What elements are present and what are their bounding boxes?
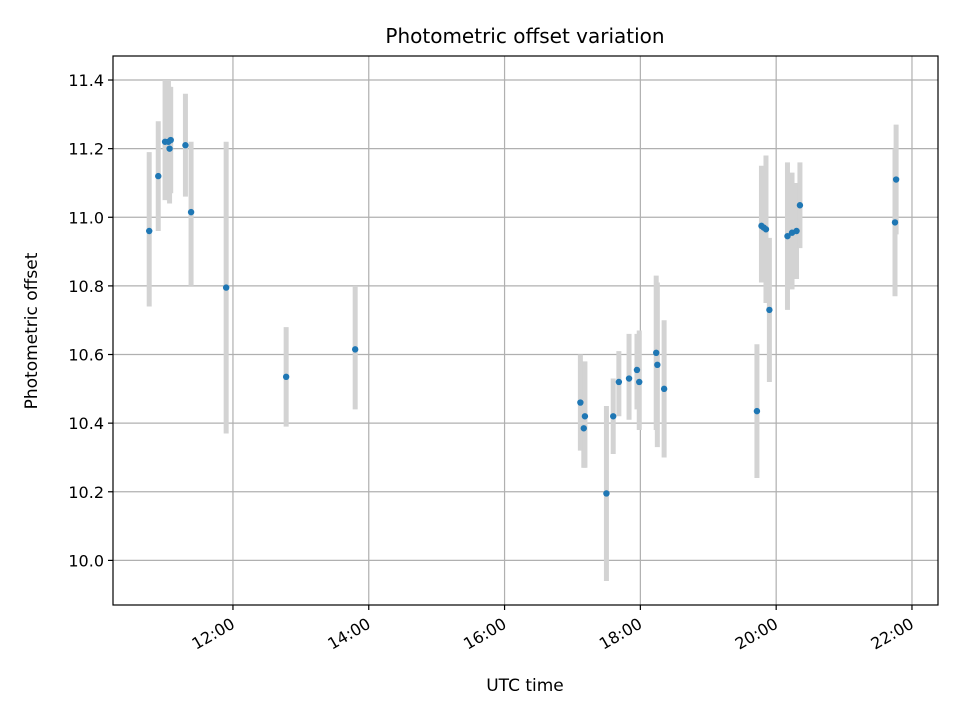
data-point xyxy=(580,425,587,432)
data-point xyxy=(660,385,668,393)
data-point xyxy=(282,373,290,381)
data-point xyxy=(753,407,761,415)
chart-title: Photometric offset variation xyxy=(385,24,664,48)
data-point xyxy=(166,145,173,152)
data-point xyxy=(610,413,617,420)
data-point xyxy=(222,284,230,291)
y-tick-label: 11.0 xyxy=(68,208,104,227)
data-point xyxy=(581,413,589,420)
data-point xyxy=(653,349,660,357)
y-axis: 10.0 10.2 10.4 10.6 10.8 11.0 11.2 11.4 xyxy=(68,71,113,570)
data-point xyxy=(633,366,641,374)
data-point xyxy=(796,202,804,209)
data-point xyxy=(654,361,661,369)
data-point xyxy=(351,346,359,353)
grid xyxy=(113,56,938,605)
x-axis-label: UTC time xyxy=(486,676,564,696)
y-tick-label: 11.4 xyxy=(68,71,104,90)
y-tick-label: 10.2 xyxy=(68,483,104,502)
data-point xyxy=(577,399,584,406)
plot-frame xyxy=(112,55,939,606)
data-point xyxy=(187,208,195,216)
data-point xyxy=(892,176,900,183)
y-tick-label: 10.6 xyxy=(68,346,104,365)
y-tick-label: 10.4 xyxy=(68,414,104,433)
data-point xyxy=(167,136,174,144)
data-point xyxy=(762,226,770,233)
data-point xyxy=(615,378,623,386)
data-point xyxy=(793,227,800,235)
data-point xyxy=(625,375,633,382)
data-point xyxy=(155,172,162,180)
y-tick-label: 10.8 xyxy=(68,277,104,296)
data-point xyxy=(603,490,610,497)
data-point xyxy=(182,142,189,149)
data-points xyxy=(146,136,900,497)
data-point xyxy=(784,232,791,240)
data-point xyxy=(891,219,899,226)
y-tick-label: 10.0 xyxy=(68,551,104,570)
data-point xyxy=(146,227,153,235)
data-point xyxy=(766,306,773,314)
data-point xyxy=(636,378,643,386)
y-tick-label: 11.2 xyxy=(68,140,104,159)
y-axis-label: Photometric offset xyxy=(22,252,42,409)
